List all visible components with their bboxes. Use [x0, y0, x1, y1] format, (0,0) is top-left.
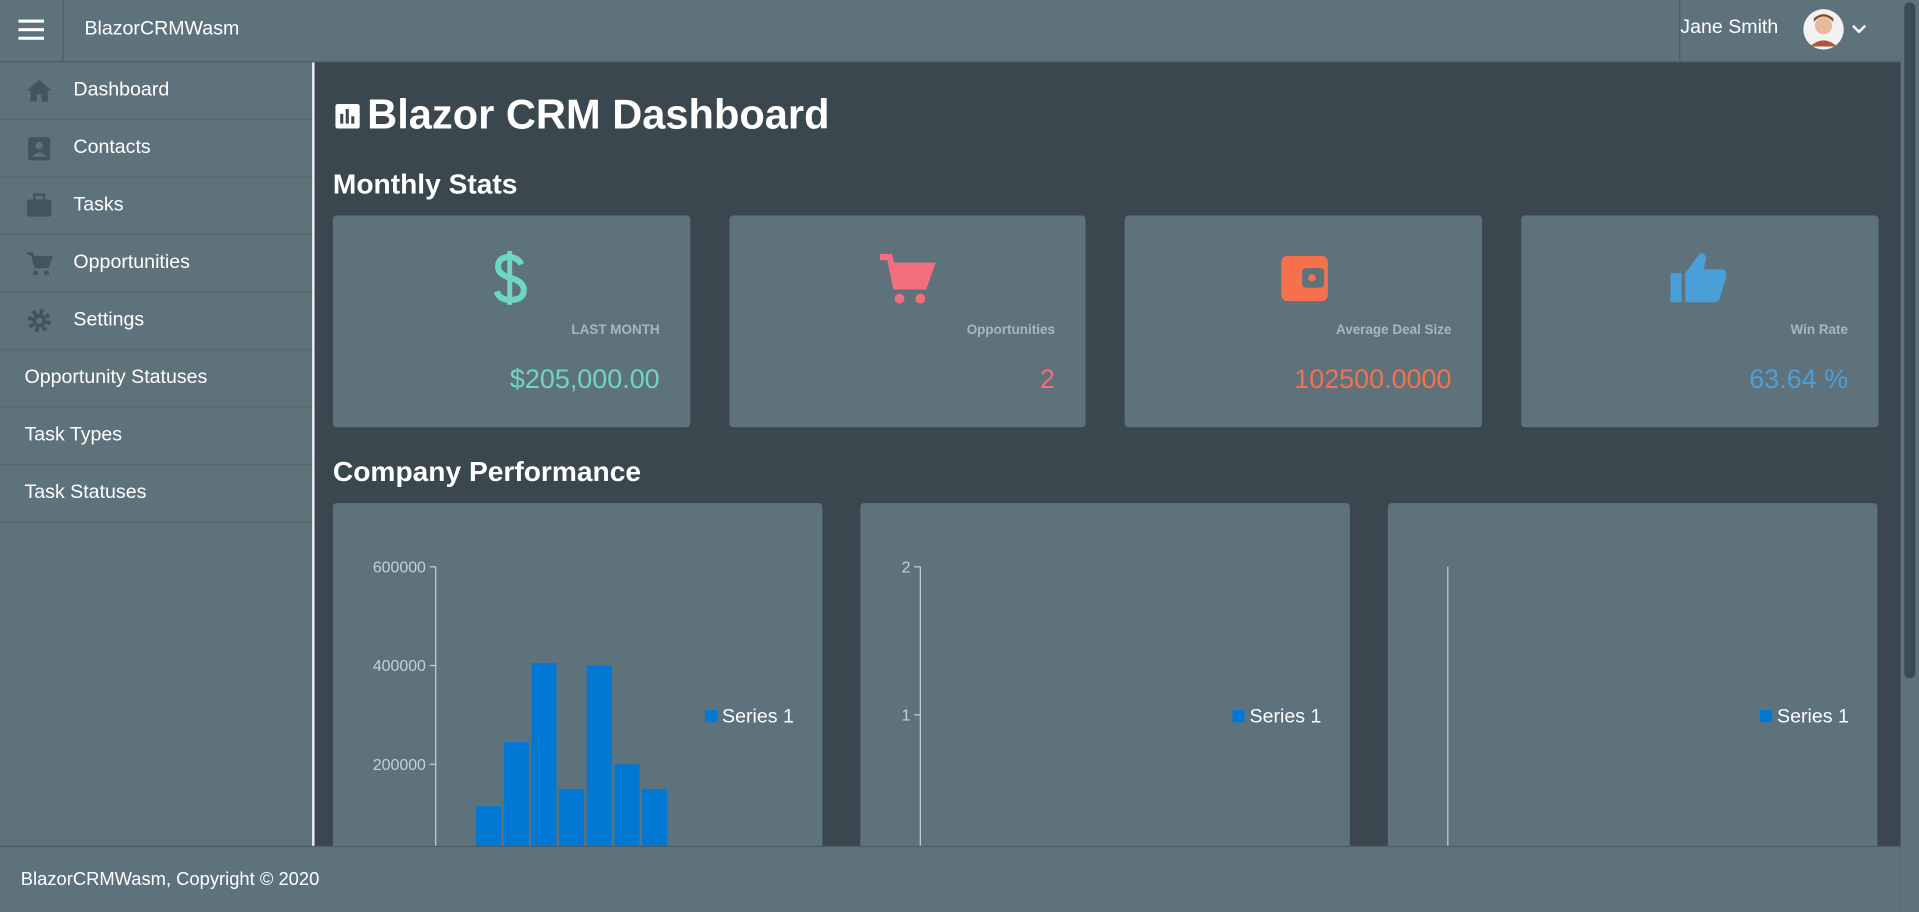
- stat-value: 2: [1039, 363, 1055, 395]
- legend-swatch: [1759, 710, 1773, 723]
- chart: 200000 400000 600000 Series 1: [373, 559, 794, 864]
- divider: [1679, 0, 1681, 63]
- wallet-icon: [1281, 255, 1328, 302]
- dollar-icon: [493, 250, 527, 305]
- nav-label[interactable]: Task Statuses: [24, 482, 147, 504]
- thumbs-up-icon: [1670, 253, 1727, 303]
- footer-text: BlazorCRMWasm, Copyright © 2020: [20, 869, 320, 890]
- stat-card: Opportunities 2: [729, 215, 1086, 428]
- chart-card: 1 2 Series 1: [860, 503, 1350, 871]
- user-name[interactable]: Jane Smith: [1680, 17, 1779, 38]
- nav-item[interactable]: Tasks: [0, 178, 313, 236]
- stat-label: Win Rate: [1790, 323, 1849, 338]
- y-tick-label: 600000: [373, 559, 426, 576]
- dashboard-icon: [335, 104, 360, 129]
- nav-item[interactable]: Task Types: [0, 408, 313, 466]
- nav-item[interactable]: Contacts: [0, 120, 313, 178]
- stat-value: 63.64 %: [1749, 363, 1849, 395]
- y-tick-label: 1: [902, 707, 911, 724]
- home-icon: [26, 79, 52, 102]
- menu-button[interactable]: [18, 18, 45, 40]
- nav-label[interactable]: Dashboard: [73, 79, 170, 101]
- top-bar: BlazorCRMWasm Jane Smith: [0, 0, 1901, 63]
- app-name[interactable]: BlazorCRMWasm: [84, 18, 240, 40]
- bar: [503, 742, 529, 864]
- section-heading: Monthly Stats: [332, 167, 518, 200]
- nav-item[interactable]: Settings: [0, 293, 313, 351]
- nav-item[interactable]: Opportunities: [0, 235, 313, 293]
- section-heading: Company Performance: [332, 455, 642, 488]
- stat-label: Opportunities: [966, 323, 1055, 338]
- cart-icon: [879, 254, 936, 304]
- y-tick-label: 2: [902, 559, 911, 576]
- nav-item[interactable]: Task Statuses: [0, 465, 313, 523]
- divider: [62, 0, 64, 63]
- nav-label[interactable]: Task Types: [24, 424, 123, 446]
- nav-label[interactable]: Contacts: [73, 137, 151, 158]
- stat-value: 102500.0000: [1294, 363, 1452, 395]
- y-tick-label: 200000: [373, 757, 426, 774]
- chart-card: 200000 400000 600000 Series 1: [332, 503, 823, 871]
- page-title: Blazor CRM Dashboard: [367, 91, 830, 139]
- nav-item[interactable]: Dashboard: [0, 62, 313, 120]
- sidebar: Dashboard Contacts Tasks Opportunities S…: [0, 62, 315, 846]
- legend-swatch: [1232, 710, 1245, 723]
- chart: 1 2 Series 1: [902, 559, 1322, 864]
- stat-value: $205,000.00: [509, 363, 660, 395]
- footer: BlazorCRMWasm, Copyright © 2020: [0, 845, 1901, 912]
- y-tick-label: 400000: [373, 658, 426, 675]
- stat-card: Average Deal Size 102500.0000: [1124, 215, 1483, 428]
- legend-label: Series 1: [1777, 705, 1849, 727]
- legend-label: Series 1: [1250, 705, 1322, 727]
- cart-icon: [26, 252, 53, 276]
- nav-label[interactable]: Tasks: [73, 194, 124, 216]
- nav-label[interactable]: Opportunity Statuses: [24, 367, 208, 389]
- bar: [531, 663, 557, 864]
- tasks-icon: [26, 193, 52, 217]
- nav-item[interactable]: Opportunity Statuses: [0, 350, 313, 408]
- nav-label[interactable]: Settings: [73, 309, 145, 331]
- nav-label[interactable]: Opportunities: [73, 252, 190, 273]
- bar: [586, 665, 612, 864]
- chart-card: Series 1: [1387, 503, 1878, 871]
- stat-card: Win Rate 63.64 %: [1521, 215, 1879, 428]
- chart: Series 1: [1447, 566, 1849, 864]
- stat-label: Average Deal Size: [1335, 323, 1452, 338]
- user-menu[interactable]: [1803, 7, 1876, 51]
- scrollbar-thumb[interactable]: [1904, 2, 1916, 679]
- stat-card: LAST MONTH $205,000.00: [332, 215, 691, 428]
- legend-swatch: [704, 710, 718, 723]
- stat-label: LAST MONTH: [571, 323, 660, 338]
- contacts-icon: [28, 137, 51, 161]
- legend-label: Series 1: [722, 705, 794, 727]
- settings-icon: [27, 309, 51, 333]
